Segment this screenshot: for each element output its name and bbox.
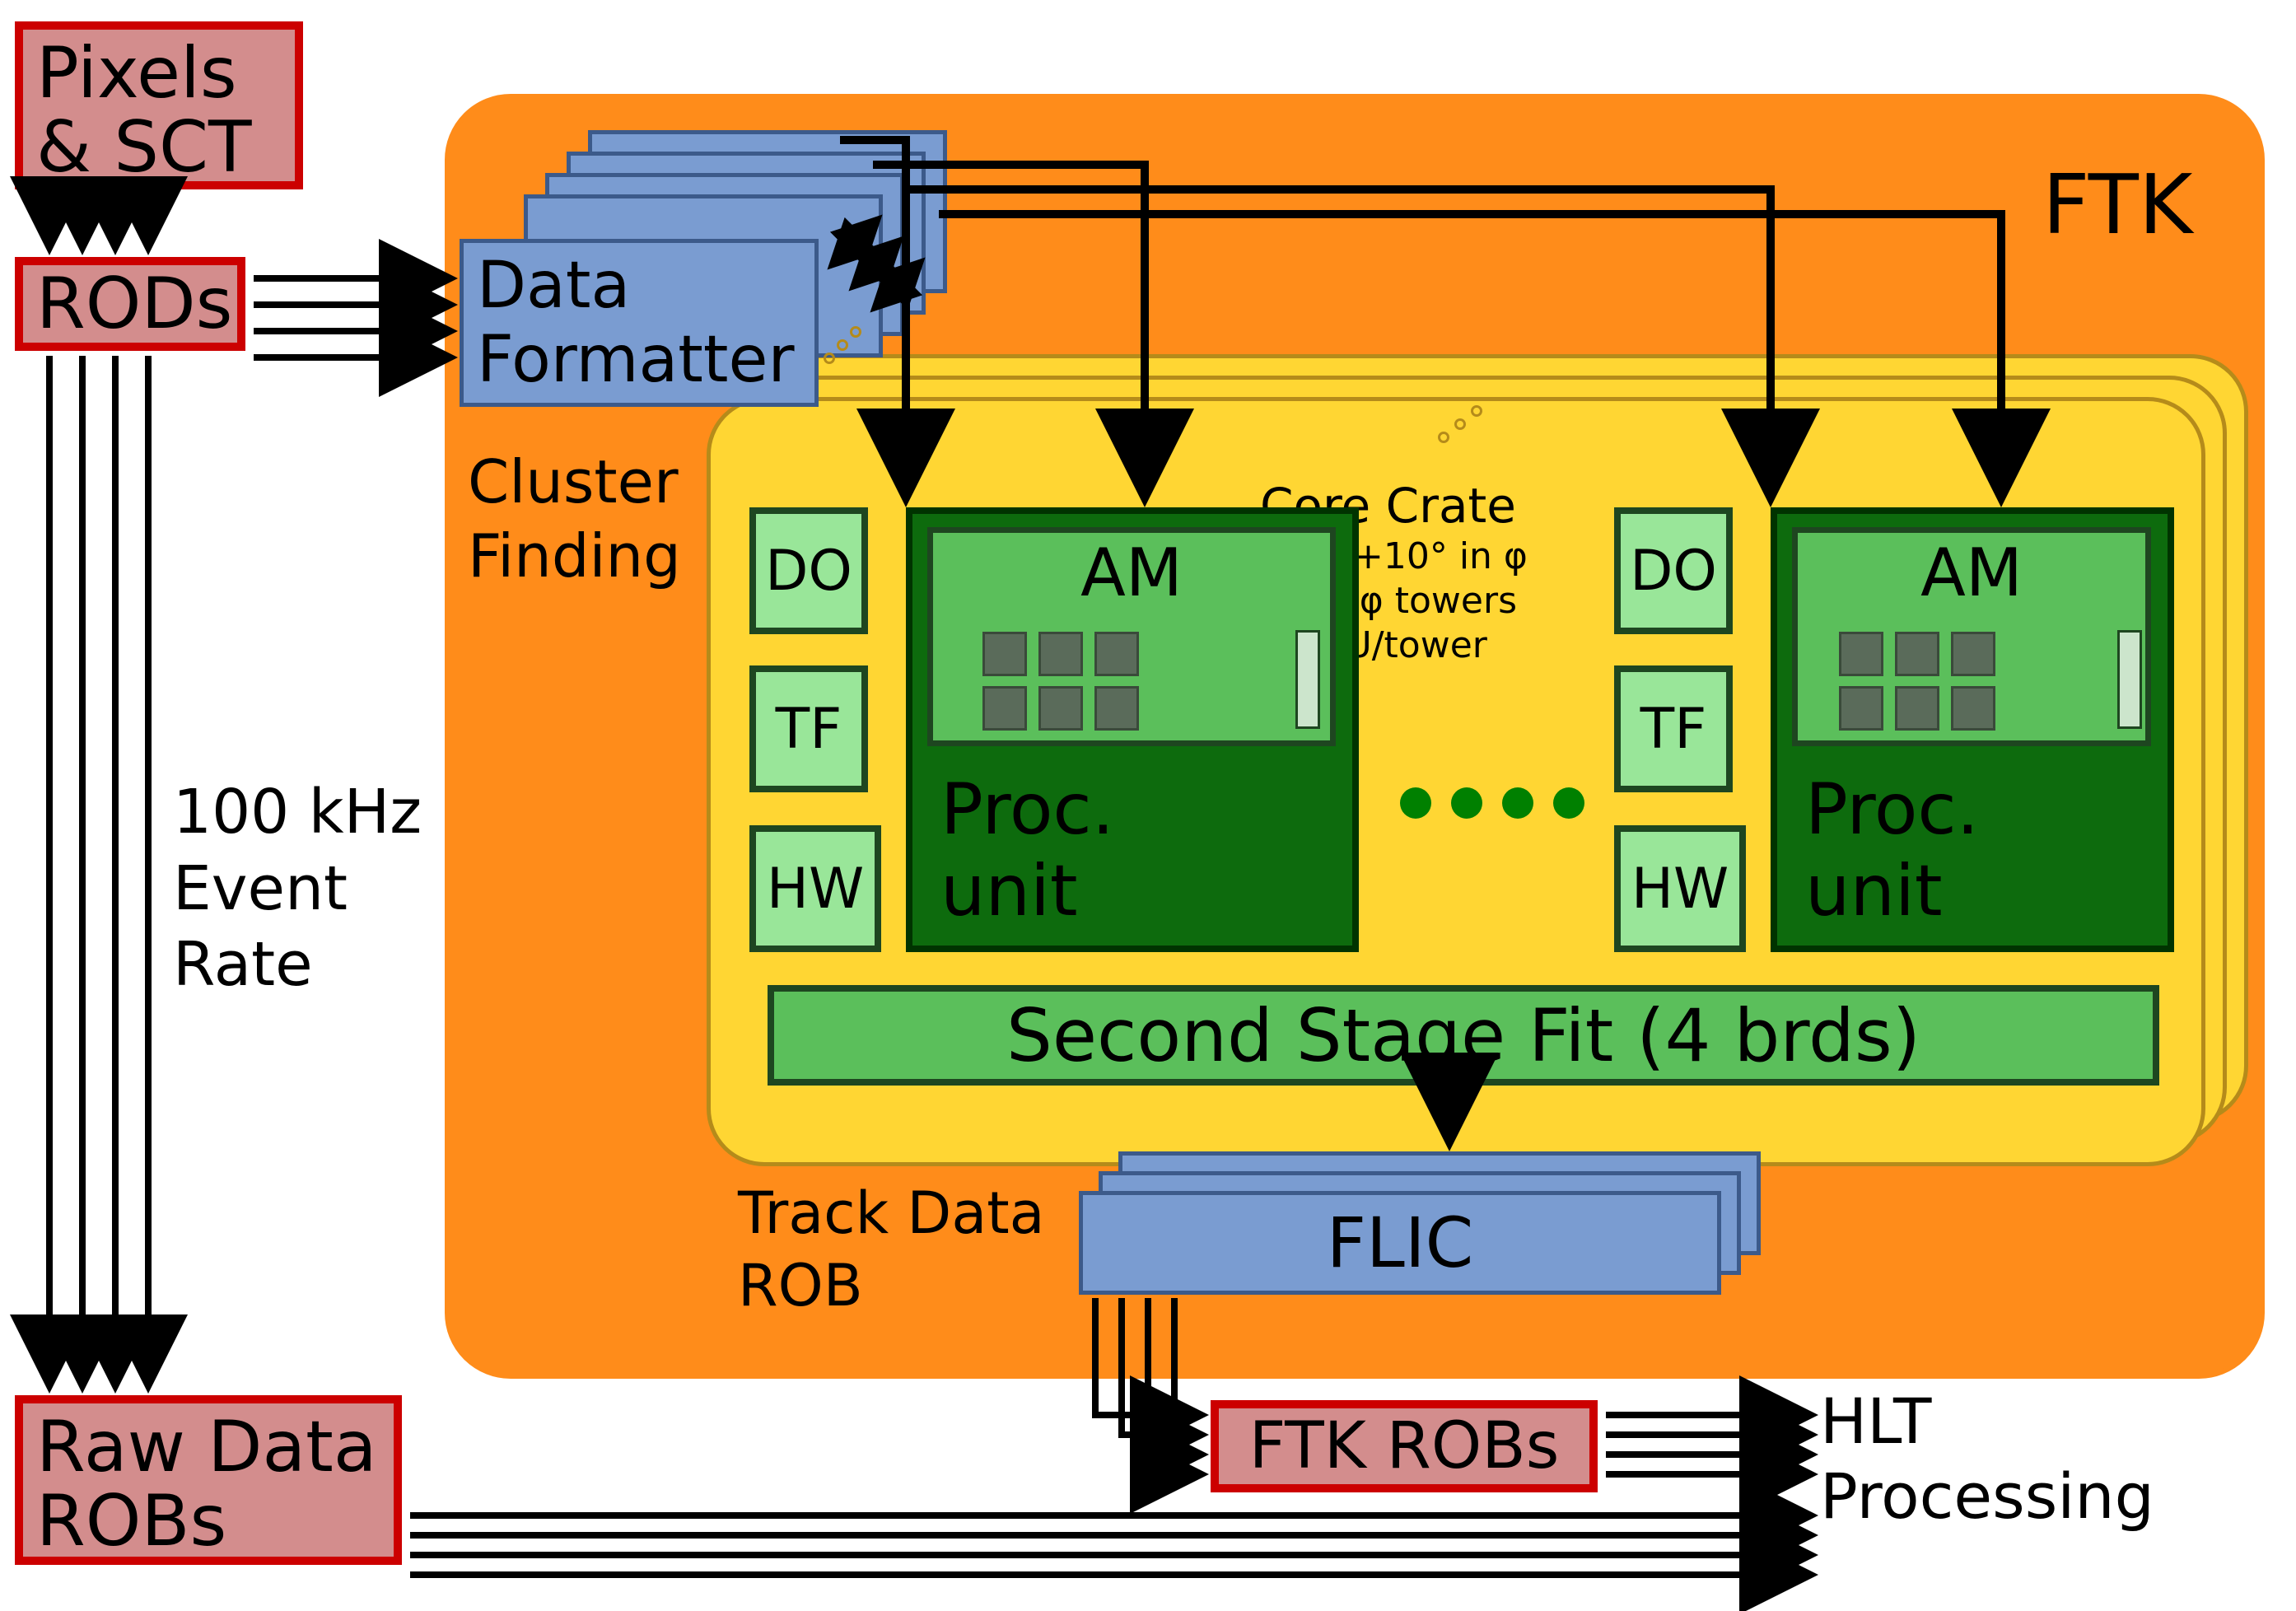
- chip-icon: [1038, 686, 1083, 731]
- diag-dot: [824, 353, 835, 364]
- proc-block-right: DO TF HW AM Proc.unit: [1614, 507, 2224, 960]
- chip-slot-icon: [1295, 630, 1320, 729]
- chip-icon: [1951, 632, 1995, 676]
- second-stage-fit: Second Stage Fit (4 brds): [768, 985, 2159, 1086]
- track-data-rob-label: Track DataROB: [738, 1178, 1045, 1322]
- event-rate-label: 100 kHzEventRate: [173, 774, 436, 1003]
- proc-unit: AM Proc.unit: [906, 507, 1359, 952]
- chip-icon: [1094, 632, 1139, 676]
- chip-icon: [1895, 632, 1939, 676]
- hw-box: HW: [749, 825, 881, 952]
- cluster-finding-label: ClusterFinding: [468, 445, 681, 593]
- chip-icon: [1839, 632, 1883, 676]
- hw-box: HW: [1614, 825, 1746, 952]
- chip-icon: [1951, 686, 1995, 731]
- ellipsis-dot: [1553, 787, 1584, 819]
- ftk-robs-box: FTK ROBs: [1211, 1400, 1598, 1492]
- diag-dot: [1471, 405, 1482, 417]
- pixels-sct-box: Pixels& SCT: [15, 21, 303, 189]
- do-box: DO: [749, 507, 868, 634]
- tf-box: TF: [1614, 665, 1733, 792]
- diag-dot: [850, 326, 861, 338]
- diag-dot: [1438, 432, 1449, 443]
- chip-icon: [1895, 686, 1939, 731]
- hlt-processing-label: HLT Processing: [1820, 1384, 2154, 1534]
- flic: FLIC: [1079, 1191, 1721, 1295]
- do-box: DO: [1614, 507, 1733, 634]
- ellipsis-dot: [1400, 787, 1431, 819]
- rods-box: RODs: [15, 257, 245, 351]
- proc-unit-label: Proc.unit: [940, 769, 1114, 932]
- data-formatter: DataFormatter: [460, 239, 819, 407]
- proc-block-left: DO TF HW AM Proc.unit: [749, 507, 1359, 960]
- tf-box: TF: [749, 665, 868, 792]
- proc-unit-label: Proc.unit: [1805, 769, 1979, 932]
- ellipsis-dot: [1502, 787, 1533, 819]
- diag-dot: [1454, 418, 1466, 430]
- data-formatter-label: DataFormatter: [477, 250, 795, 397]
- chip-icon: [1839, 686, 1883, 731]
- diag-dot: [837, 339, 848, 351]
- chip-icon: [1094, 686, 1139, 731]
- chip-icon: [982, 632, 1027, 676]
- am-box: AM: [927, 527, 1336, 746]
- ftk-title: FTK: [2042, 156, 2192, 253]
- ellipsis-dot: [1451, 787, 1482, 819]
- chip-icon: [982, 686, 1027, 731]
- chip-icon: [1038, 632, 1083, 676]
- chip-slot-icon: [2117, 630, 2142, 729]
- raw-data-robs-box: Raw DataROBs: [15, 1395, 402, 1565]
- am-box: AM: [1792, 527, 2151, 746]
- proc-unit: AM Proc.unit: [1771, 507, 2174, 952]
